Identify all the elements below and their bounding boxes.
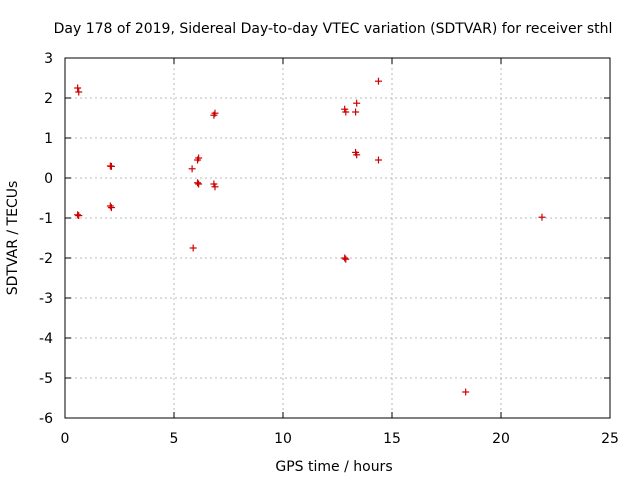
x-tick-label: 0 — [61, 431, 70, 447]
axis-ticks — [64, 57, 611, 419]
data-point-marker — [194, 179, 202, 187]
data-point-marker — [107, 204, 115, 212]
data-point-marker — [538, 213, 546, 221]
y-tick-label: -3 — [39, 291, 53, 307]
data-points — [74, 77, 546, 396]
y-tick-label: 1 — [44, 131, 53, 147]
x-tick-label: 25 — [601, 431, 619, 447]
data-point-marker — [352, 108, 360, 116]
y-tick-label: -1 — [39, 211, 53, 227]
data-point-marker — [107, 162, 115, 170]
data-point-marker — [374, 156, 382, 164]
y-tick-label: -6 — [39, 411, 53, 427]
data-point-marker — [188, 165, 196, 173]
data-point-marker — [353, 151, 361, 159]
data-point-marker — [195, 180, 203, 188]
data-point-marker — [211, 183, 219, 191]
data-point-marker — [106, 202, 114, 210]
data-point-marker — [342, 108, 350, 116]
grid-lines — [65, 58, 610, 418]
data-point-marker — [462, 388, 470, 396]
x-axis-label: GPS time / hours — [275, 459, 392, 475]
x-tick-label: 10 — [274, 431, 292, 447]
data-point-marker — [74, 211, 82, 219]
chart-title: Day 178 of 2019, Sidereal Day-to-day VTE… — [54, 21, 613, 37]
x-tick-label: 15 — [383, 431, 401, 447]
x-tick-label: 5 — [170, 431, 179, 447]
data-point-marker — [341, 254, 349, 262]
x-axis-tick-labels: 0 5 10 15 20 25 — [61, 431, 619, 447]
data-point-marker — [342, 255, 350, 263]
y-tick-label: 0 — [44, 171, 53, 187]
data-point-marker — [374, 77, 382, 85]
y-tick-label: 3 — [44, 51, 53, 67]
y-tick-label: -2 — [39, 251, 53, 267]
y-tick-label: 2 — [44, 91, 53, 107]
data-point-marker — [189, 244, 197, 252]
x-tick-label: 20 — [492, 431, 510, 447]
data-point-marker — [74, 84, 82, 92]
data-point-marker — [353, 99, 361, 107]
plot-frame — [64, 57, 611, 419]
data-point-marker — [195, 154, 203, 162]
data-point-marker — [75, 88, 83, 96]
y-tick-label: -4 — [39, 331, 53, 347]
y-axis-label: SDTVAR / TECUs — [5, 181, 21, 296]
y-tick-label: -5 — [39, 371, 53, 387]
y-axis-tick-labels: 3 2 1 0 -1 -2 -3 -4 -5 -6 — [39, 51, 53, 427]
data-point-marker — [75, 212, 83, 220]
data-point-marker — [211, 109, 219, 117]
